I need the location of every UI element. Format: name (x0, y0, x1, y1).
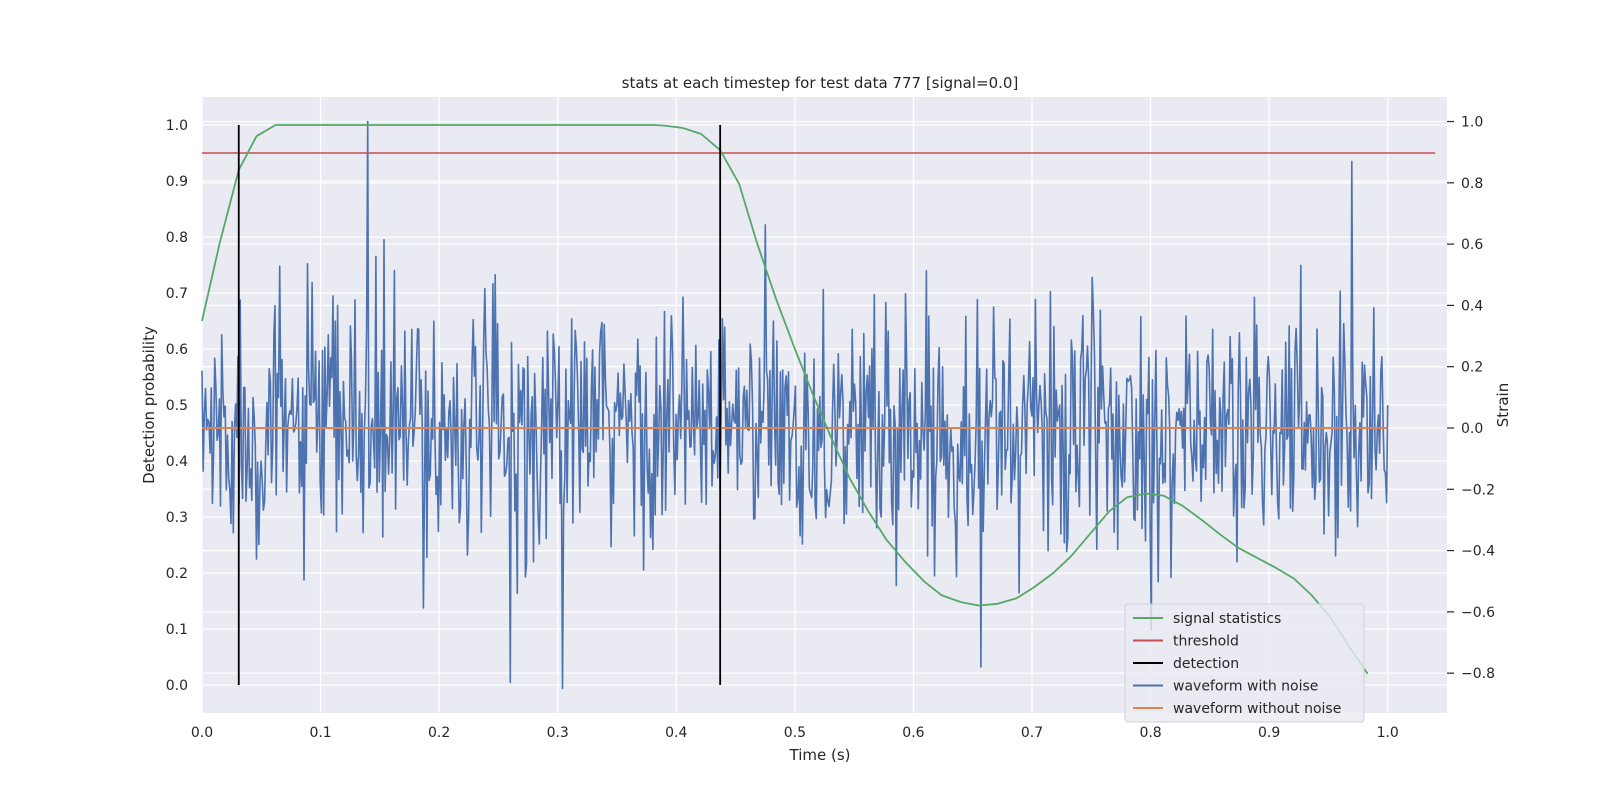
x-axis-label: Time (s) (789, 746, 851, 764)
legend (1124, 603, 1365, 723)
x-tick-label: 0.7 (1021, 725, 1043, 741)
y-right-axis-label: Strain (1494, 383, 1512, 427)
legend-entry-label: signal statistics (1173, 611, 1281, 627)
y-left-tick-label: 0.4 (166, 454, 188, 470)
x-tick-label: 0.1 (309, 725, 331, 741)
y-left-tick-label: 0.8 (166, 230, 188, 246)
y-left-tick-label: 0.9 (166, 174, 188, 190)
y-left-tick-label: 0.1 (166, 622, 188, 638)
x-tick-label: 0.2 (428, 725, 450, 741)
y-right-tick-label: 0.8 (1461, 176, 1483, 192)
y-left-tick-label: 0.5 (166, 398, 188, 414)
series-signal-statistics (201, 124, 1369, 675)
legend-entry-label: threshold (1173, 634, 1239, 650)
x-tick-label: 0.5 (784, 725, 806, 741)
legend-entry-label: waveform with noise (1173, 679, 1318, 695)
x-tick-label: 0.9 (1258, 725, 1280, 741)
x-tick-label: 0.4 (665, 725, 687, 741)
y-right-tick-label: 0.6 (1461, 237, 1483, 253)
legend-entry-label: detection (1173, 656, 1239, 672)
legend-entry-label: waveform without noise (1173, 701, 1341, 717)
y-right-tick-label: 1.0 (1461, 115, 1483, 131)
y-right-tick-label: −0.4 (1461, 544, 1495, 560)
y-left-tick-label: 0.6 (166, 342, 188, 358)
y-left-tick-label: 0.3 (166, 510, 188, 526)
y-right-tick-label: −0.8 (1461, 666, 1495, 682)
y-right-tick-label: 0.4 (1461, 298, 1483, 314)
y-left-tick-label: 0.0 (166, 678, 188, 694)
series-waveform-with-noise (201, 120, 1389, 690)
y-left-tick-label: 0.7 (166, 286, 188, 302)
y-left-tick-label: 1.0 (166, 118, 188, 134)
x-tick-label: 0.0 (191, 725, 213, 741)
y-right-tick-label: 0.0 (1461, 421, 1483, 437)
y-right-tick-label: −0.2 (1461, 482, 1495, 498)
y-right-tick-label: 0.2 (1461, 360, 1483, 376)
x-tick-label: 0.6 (902, 725, 924, 741)
y-right-tick-label: −0.6 (1461, 605, 1495, 621)
x-tick-label: 0.3 (547, 725, 569, 741)
x-tick-label: 0.8 (1139, 725, 1161, 741)
y-left-axis-label: Detection probability (140, 326, 158, 484)
x-tick-label: 1.0 (1377, 725, 1399, 741)
y-left-tick-label: 0.2 (166, 566, 188, 582)
chart-title: stats at each timestep for test data 777… (622, 74, 1019, 92)
